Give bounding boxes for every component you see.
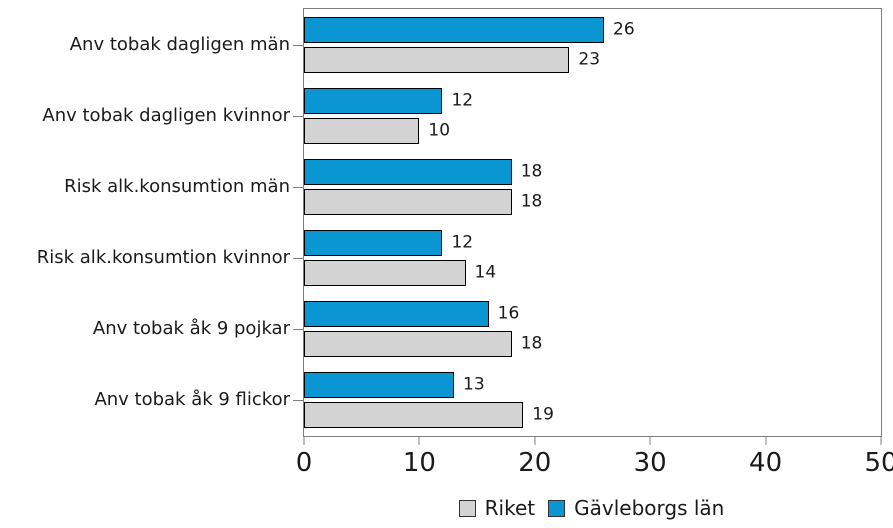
category-label-risk-alk-konsumtion-kvinnor: Risk alk.konsumtion kvinnor <box>36 247 290 269</box>
legend-label-gavleborgs-lan: Gävleborgs län <box>574 496 725 520</box>
bar-gavleborgs-lan <box>304 16 605 43</box>
legend-item-gavleborgs-lan: Gävleborgs län <box>548 498 724 518</box>
bar-value-label: 19 <box>532 404 554 425</box>
x-axis-tick <box>303 436 305 445</box>
bar-gavleborgs-lan <box>304 301 489 328</box>
category-tick <box>293 258 304 260</box>
bar-value-label: 12 <box>451 232 474 253</box>
category-tick <box>293 186 304 188</box>
bar-value-label: 26 <box>613 19 635 40</box>
bar-riket <box>304 188 512 215</box>
legend-swatch-gavleborgs-lan <box>548 499 566 517</box>
bar-gavleborgs-lan <box>304 230 443 257</box>
bar-value-label: 14 <box>474 262 497 283</box>
category-label-anv-tobak-dagligen-man: Anv tobak dagligen män <box>69 33 290 55</box>
category-label-risk-alk-konsumtion-man: Risk alk.konsumtion män <box>64 176 290 198</box>
category-tick <box>293 115 304 117</box>
bar-value-label: 23 <box>578 49 601 70</box>
category-tick <box>293 44 304 46</box>
bar-value-label: 10 <box>428 120 451 141</box>
legend-swatch-riket <box>458 499 476 517</box>
legend-label-riket: Riket <box>484 496 536 520</box>
bar-value-label: 13 <box>463 374 485 395</box>
bar-riket <box>304 331 512 358</box>
x-axis-tick-label: 50 <box>864 448 893 478</box>
legend: Riket Gävleborgs län <box>303 494 880 522</box>
bar-riket <box>304 46 570 73</box>
bar-riket <box>304 117 420 144</box>
category-label-anv-tobak-dagligen-kvinnor: Anv tobak dagligen kvinnor <box>42 104 290 126</box>
category-label-anv-tobak-ak-9-pojkar: Anv tobak åk 9 pojkar <box>92 318 290 340</box>
x-axis-tick-label: 30 <box>633 448 667 478</box>
bar-value-label: 12 <box>451 90 474 111</box>
bar-gavleborgs-lan <box>304 87 443 114</box>
category-tick <box>293 329 304 331</box>
x-axis-tick <box>534 436 536 445</box>
category-label-anv-tobak-ak-9-flickor: Anv tobak åk 9 flickor <box>94 389 290 411</box>
x-axis-tick-label: 20 <box>518 448 552 478</box>
bar-gavleborgs-lan <box>304 372 455 399</box>
x-axis-tick-label: 40 <box>749 448 783 478</box>
bar-riket <box>304 260 466 287</box>
x-axis-tick <box>649 436 651 445</box>
x-axis-tick <box>765 436 767 445</box>
plot-area: 26 23 Anv tobak dagligen män 12 10 Anv tobak … <box>37 8 893 476</box>
x-axis-tick <box>418 436 420 445</box>
bar-gavleborgs-lan <box>304 158 512 185</box>
x-axis-tick-label: 10 <box>402 448 436 478</box>
bar-value-label: 18 <box>520 191 543 212</box>
bar-value-label: 18 <box>520 161 543 182</box>
legend-item-riket: Riket <box>458 496 536 520</box>
bar-value-label: 18 <box>520 333 543 354</box>
bar-value-label: 16 <box>497 303 520 324</box>
x-axis-tick-label: 0 <box>295 448 313 478</box>
x-axis-tick <box>880 436 882 445</box>
category-tick <box>293 400 304 402</box>
bar-riket <box>304 402 524 429</box>
